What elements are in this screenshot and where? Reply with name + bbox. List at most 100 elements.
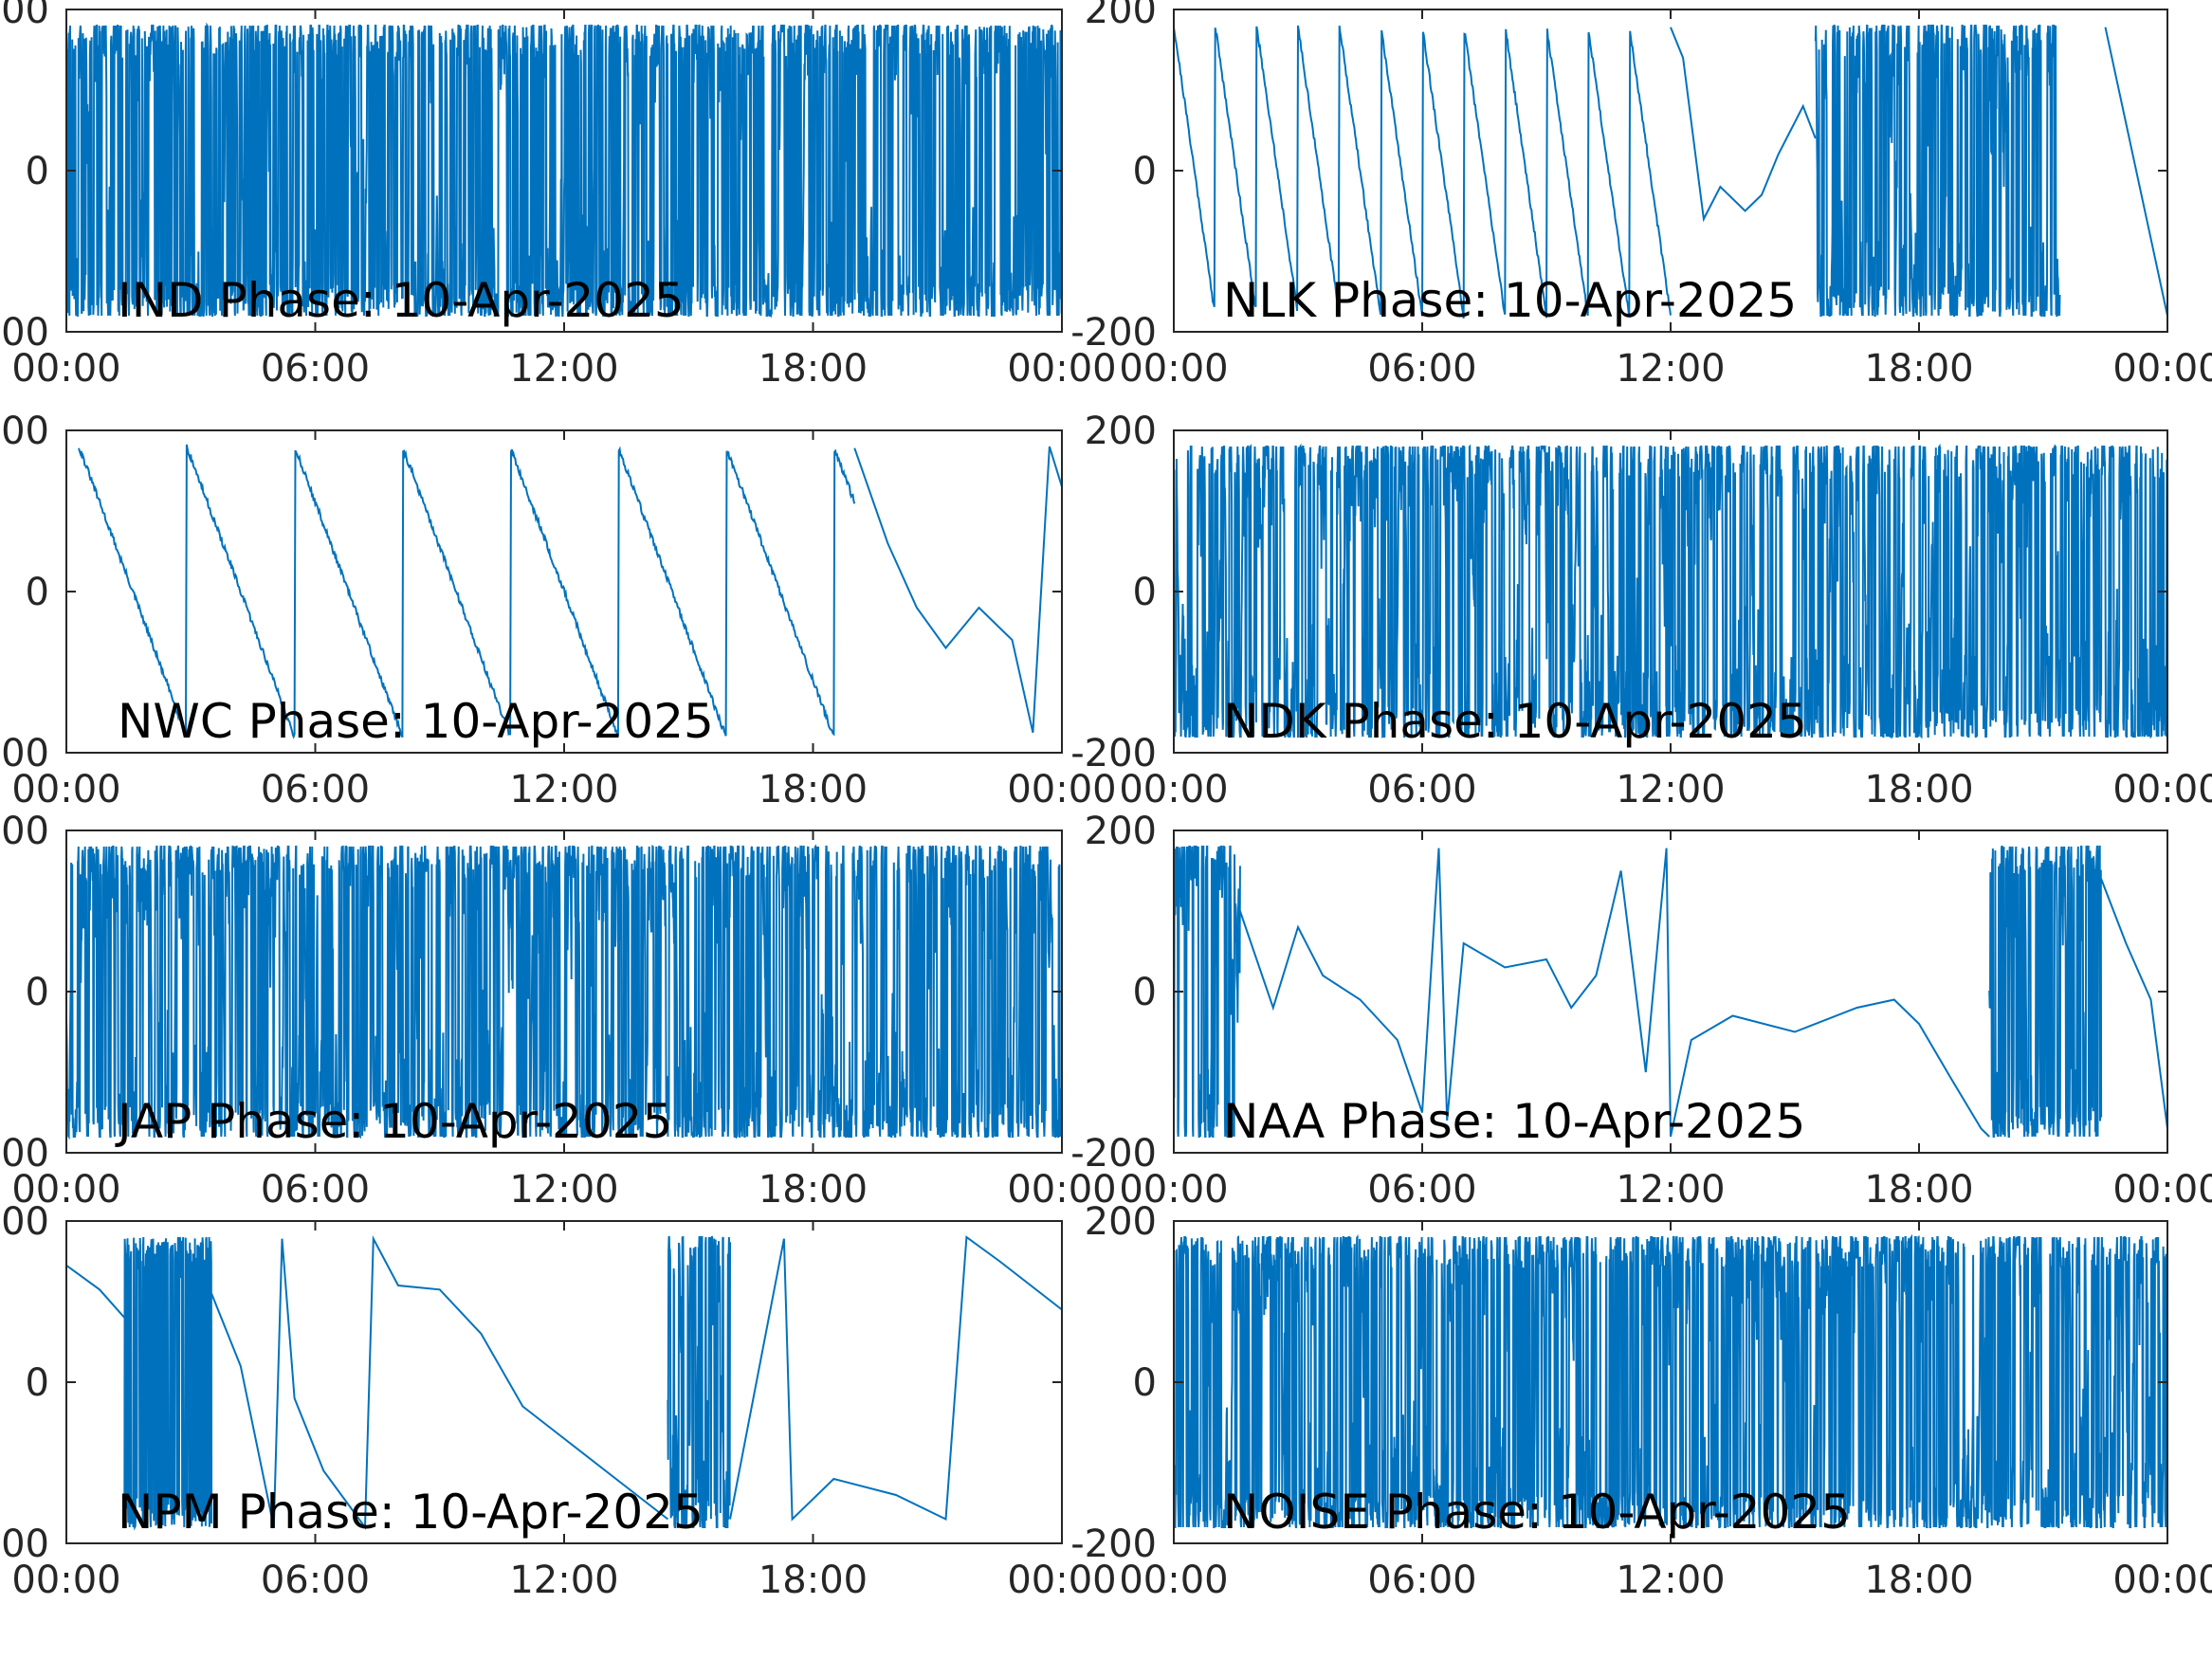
panel-npm-plot-x-tick-label: 00:00	[1007, 1559, 1116, 1602]
panel-npm-plot-x-tick-label: 12:00	[509, 1559, 618, 1602]
panel-naa-plot-y-tick-label: 0	[1133, 971, 1157, 1014]
panel-naa-plot-series-line-1	[1238, 848, 1990, 1138]
panel-noise-plot-x-tick-label: 12:00	[1616, 1559, 1725, 1602]
panel-naa-plot-series-group	[1174, 846, 2167, 1138]
panel-jap-title: JAP Phase: 10-Apr-2025	[115, 1094, 672, 1149]
panel-npm-plot-series-line-0	[66, 1264, 126, 1319]
panel-jap-plot-x-tick-label: 00:00	[1007, 1168, 1116, 1212]
panel-naa-plot-x-tick-label: 00:00	[1119, 1168, 1228, 1212]
panel-jap-plot-series-line-0	[66, 844, 1062, 1140]
panel-naa-plot-x-tick-label: 06:00	[1367, 1168, 1476, 1212]
panel-npm-plot-y-tick-label: -200	[0, 1522, 49, 1566]
panel-nlk-plot-y-tick-label: 200	[1085, 0, 1157, 32]
panel-nwc-title: NWC Phase: 10-Apr-2025	[118, 694, 714, 749]
panel-jap-plot-x-tick-label: 06:00	[261, 1168, 370, 1212]
panel-jap-plot-y-tick-label: -200	[0, 1132, 49, 1176]
panel-jap-plot-y-tick-label: 200	[0, 810, 49, 853]
panel-npm-plot-x-tick-label: 18:00	[759, 1559, 868, 1602]
panel-ndk-plot-x-tick-label: 12:00	[1616, 768, 1725, 811]
panel-naa-plot-x-tick-label: 12:00	[1616, 1168, 1725, 1212]
panel-nwc-plot-x-tick-label: 00:00	[11, 768, 120, 811]
panel-ndk-plot-x-tick-label: 00:00	[1119, 768, 1228, 811]
panel-npm-title: NPM Phase: 10-Apr-2025	[118, 1485, 704, 1540]
panel-nlk-plot-series-line-0	[1174, 25, 1672, 319]
panel-nlk-plot-series-line-2	[1814, 25, 2061, 317]
panel-npm-plot-x-tick-label: 00:00	[11, 1559, 120, 1602]
panel-nlk-plot-x-tick-label: 12:00	[1616, 347, 1725, 391]
panel-nlk-plot-x-tick-label: 18:00	[1864, 347, 1973, 391]
panel-nwc-plot-series-line-0	[78, 444, 856, 739]
panel-ind-plot-x-tick-label: 00:00	[11, 347, 120, 391]
panel-naa-plot-series-line-3	[2100, 878, 2167, 1129]
panel-npm-plot-series-line-4	[729, 1235, 1062, 1522]
panel-npm-plot-series-group	[66, 1234, 1062, 1531]
panel-ndk-plot-y-tick-label: 0	[1133, 571, 1157, 614]
panel-npm-plot-series-line-1	[123, 1236, 213, 1531]
panel-naa-plot-x-tick-label: 18:00	[1864, 1168, 1973, 1212]
panel-nwc-plot-y-tick-label: -200	[0, 732, 49, 775]
panel-nwc-plot-x-tick-label: 12:00	[509, 768, 618, 811]
panel-ndk-plot-x-tick-label: 06:00	[1367, 768, 1476, 811]
panel-npm-plot-series-line-3	[667, 1236, 731, 1528]
panel-naa-plot-series-line-2	[1988, 846, 2103, 1138]
panel-nlk-plot-y-tick-label: 0	[1133, 150, 1157, 193]
panel-npm-plot-y-tick-label: 200	[0, 1200, 49, 1244]
panel-ind-plot-x-tick-label: 12:00	[509, 347, 618, 391]
panel-ndk-plot-x-tick-label: 18:00	[1864, 768, 1973, 811]
panel-jap-plot-series-group	[66, 844, 1062, 1140]
panel-ind-plot-y-tick-label: 200	[0, 0, 49, 32]
panel-ind-plot-x-tick-label: 06:00	[261, 347, 370, 391]
panel-noise-plot-x-tick-label: 18:00	[1864, 1559, 1973, 1602]
panel-jap-plot-y-tick-label: 0	[26, 971, 49, 1014]
panel-nlk-plot-y-tick-label: -200	[1070, 311, 1157, 355]
panel-ndk-plot-y-tick-label: 200	[1085, 410, 1157, 453]
panel-naa-plot-y-tick-label: -200	[1070, 1132, 1157, 1176]
panel-nlk-plot-series-group	[1174, 25, 2167, 319]
panel-nlk-plot-x-tick-label: 06:00	[1367, 347, 1476, 391]
panel-ind-plot-series-group	[66, 22, 1062, 319]
panel-naa-title: NAA Phase: 10-Apr-2025	[1223, 1094, 1805, 1149]
panel-noise-plot-series-group	[1174, 1233, 2167, 1528]
panel-npm-plot-x-tick-label: 06:00	[261, 1559, 370, 1602]
panel-ind-plot-y-tick-label: 0	[26, 150, 49, 193]
panel-nwc-plot-y-tick-label: 0	[26, 571, 49, 614]
panel-ndk-plot-series-line-0	[1174, 443, 2167, 739]
panel-nwc-plot-y-tick-label: 200	[0, 410, 49, 453]
panel-npm-plot-series-line-2	[210, 1234, 669, 1530]
panel-ind-plot-x-tick-label: 18:00	[759, 347, 868, 391]
panel-noise-plot-y-tick-label: 0	[1133, 1361, 1157, 1405]
panel-noise-plot-series-line-0	[1174, 1233, 2167, 1528]
panel-ind-plot-x-tick-label: 00:00	[1007, 347, 1116, 391]
panel-nwc-plot-x-tick-label: 18:00	[759, 768, 868, 811]
panel-ind-title: IND Phase: 10-Apr-2025	[118, 273, 685, 328]
panel-ndk-plot-series-group	[1174, 443, 2167, 739]
panel-nlk-plot-series-line-3	[2104, 27, 2167, 317]
panel-nlk-plot-series-line-1	[1670, 27, 1817, 223]
panel-nwc-plot-series-line-1	[853, 446, 1062, 734]
panel-ndk-title: NDK Phase: 10-Apr-2025	[1223, 694, 1807, 749]
panel-ndk-plot-x-tick-label: 00:00	[2112, 768, 2212, 811]
panel-nlk-plot-x-tick-label: 00:00	[1119, 347, 1228, 391]
panel-ind-plot-series-line-0	[66, 22, 1062, 319]
panel-naa-plot-series-line-0	[1174, 846, 1241, 1138]
panel-noise-plot-x-tick-label: 06:00	[1367, 1559, 1476, 1602]
panel-nwc-plot-x-tick-label: 00:00	[1007, 768, 1116, 811]
panel-npm-plot-y-tick-label: 0	[26, 1361, 49, 1405]
panel-jap-plot-x-tick-label: 00:00	[11, 1168, 120, 1212]
panel-noise-plot-y-tick-label: -200	[1070, 1522, 1157, 1566]
panel-noise-plot-x-tick-label: 00:00	[1119, 1559, 1228, 1602]
